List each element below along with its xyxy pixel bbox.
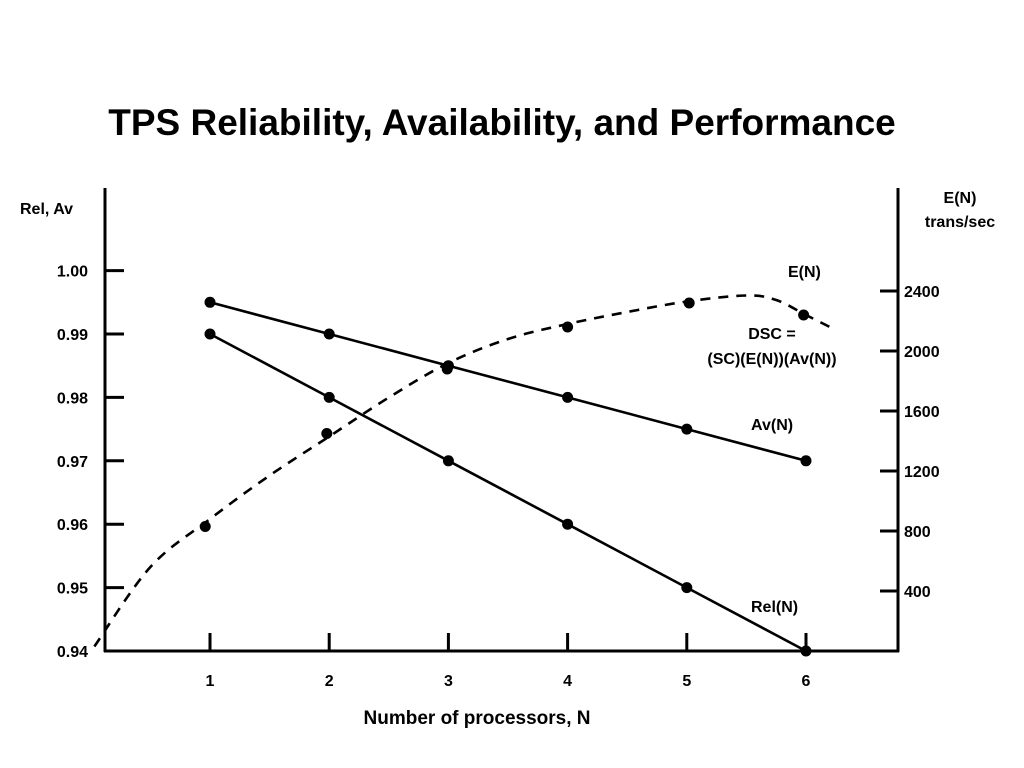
data-point-dsc-points-2 — [321, 428, 333, 439]
chart-title: TPS Reliability, Availability, and Perfo… — [108, 102, 896, 143]
dsc-label-line1: DSC = — [748, 326, 796, 343]
y-right-tick-label-400: 400 — [904, 584, 931, 601]
y-right-tick-label-1200: 1200 — [904, 464, 940, 481]
data-point-dsc-points-3 — [441, 363, 453, 375]
x-axis-title: Number of processors, N — [364, 708, 591, 729]
rel-series-label: Rel(N) — [751, 599, 798, 616]
x-tick-label-1: 1 — [206, 673, 215, 690]
x-tick-label-2: 2 — [325, 673, 334, 690]
y-left-tick-label-0.96: 0.96 — [57, 517, 88, 534]
data-point-av-n-4 — [562, 391, 574, 403]
x-tick-label-4: 4 — [563, 673, 572, 690]
data-point-av-n-6 — [800, 455, 812, 467]
data-point-av-n-1 — [204, 296, 216, 308]
series-line-av-n — [209, 301, 807, 463]
y-left-tick-label-0.95: 0.95 — [57, 581, 88, 598]
y-left-tick-label-0.98: 0.98 — [57, 390, 88, 407]
x-tick-label-6: 6 — [802, 673, 811, 690]
data-point-rel-n-4 — [562, 518, 574, 530]
y-left-tick-label-0.97: 0.97 — [57, 454, 88, 471]
right-axis-title-line2: trans/sec — [925, 214, 995, 231]
av-series-label: Av(N) — [751, 417, 793, 434]
x-tick-label-3: 3 — [444, 673, 453, 690]
data-point-rel-n-1 — [204, 328, 216, 340]
data-point-dsc-points-4 — [562, 321, 574, 333]
data-point-av-n-5 — [681, 423, 693, 435]
data-point-rel-n-5 — [681, 582, 693, 594]
y-right-tick-label-800: 800 — [904, 524, 931, 541]
data-point-rel-n-3 — [442, 455, 454, 467]
y-right-tick-label-2400: 2400 — [904, 284, 940, 301]
series-line-rel-n — [209, 332, 807, 653]
data-point-rel-n-2 — [323, 391, 335, 403]
data-point-dsc-points-6 — [798, 309, 810, 321]
left-axis-title: Rel, Av — [20, 201, 73, 218]
right-axis-title-line1: E(N) — [944, 190, 977, 207]
y-left-tick-label-0.94: 0.94 — [57, 644, 88, 661]
en-curve-label: E(N) — [788, 264, 821, 281]
y-right-tick-label-1600: 1600 — [904, 404, 940, 421]
y-left-tick-label-1.00: 1.00 — [57, 264, 88, 281]
data-point-dsc-points-5 — [683, 297, 695, 309]
data-point-dsc-points-1 — [199, 521, 211, 532]
y-left-tick-label-0.99: 0.99 — [57, 327, 88, 344]
data-point-av-n-2 — [323, 328, 335, 340]
x-tick-label-5: 5 — [682, 673, 691, 690]
data-point-rel-n-6 — [800, 645, 812, 657]
y-right-tick-label-2000: 2000 — [904, 344, 940, 361]
dsc-label-line2: (SC)(E(N))(Av(N)) — [707, 351, 836, 368]
